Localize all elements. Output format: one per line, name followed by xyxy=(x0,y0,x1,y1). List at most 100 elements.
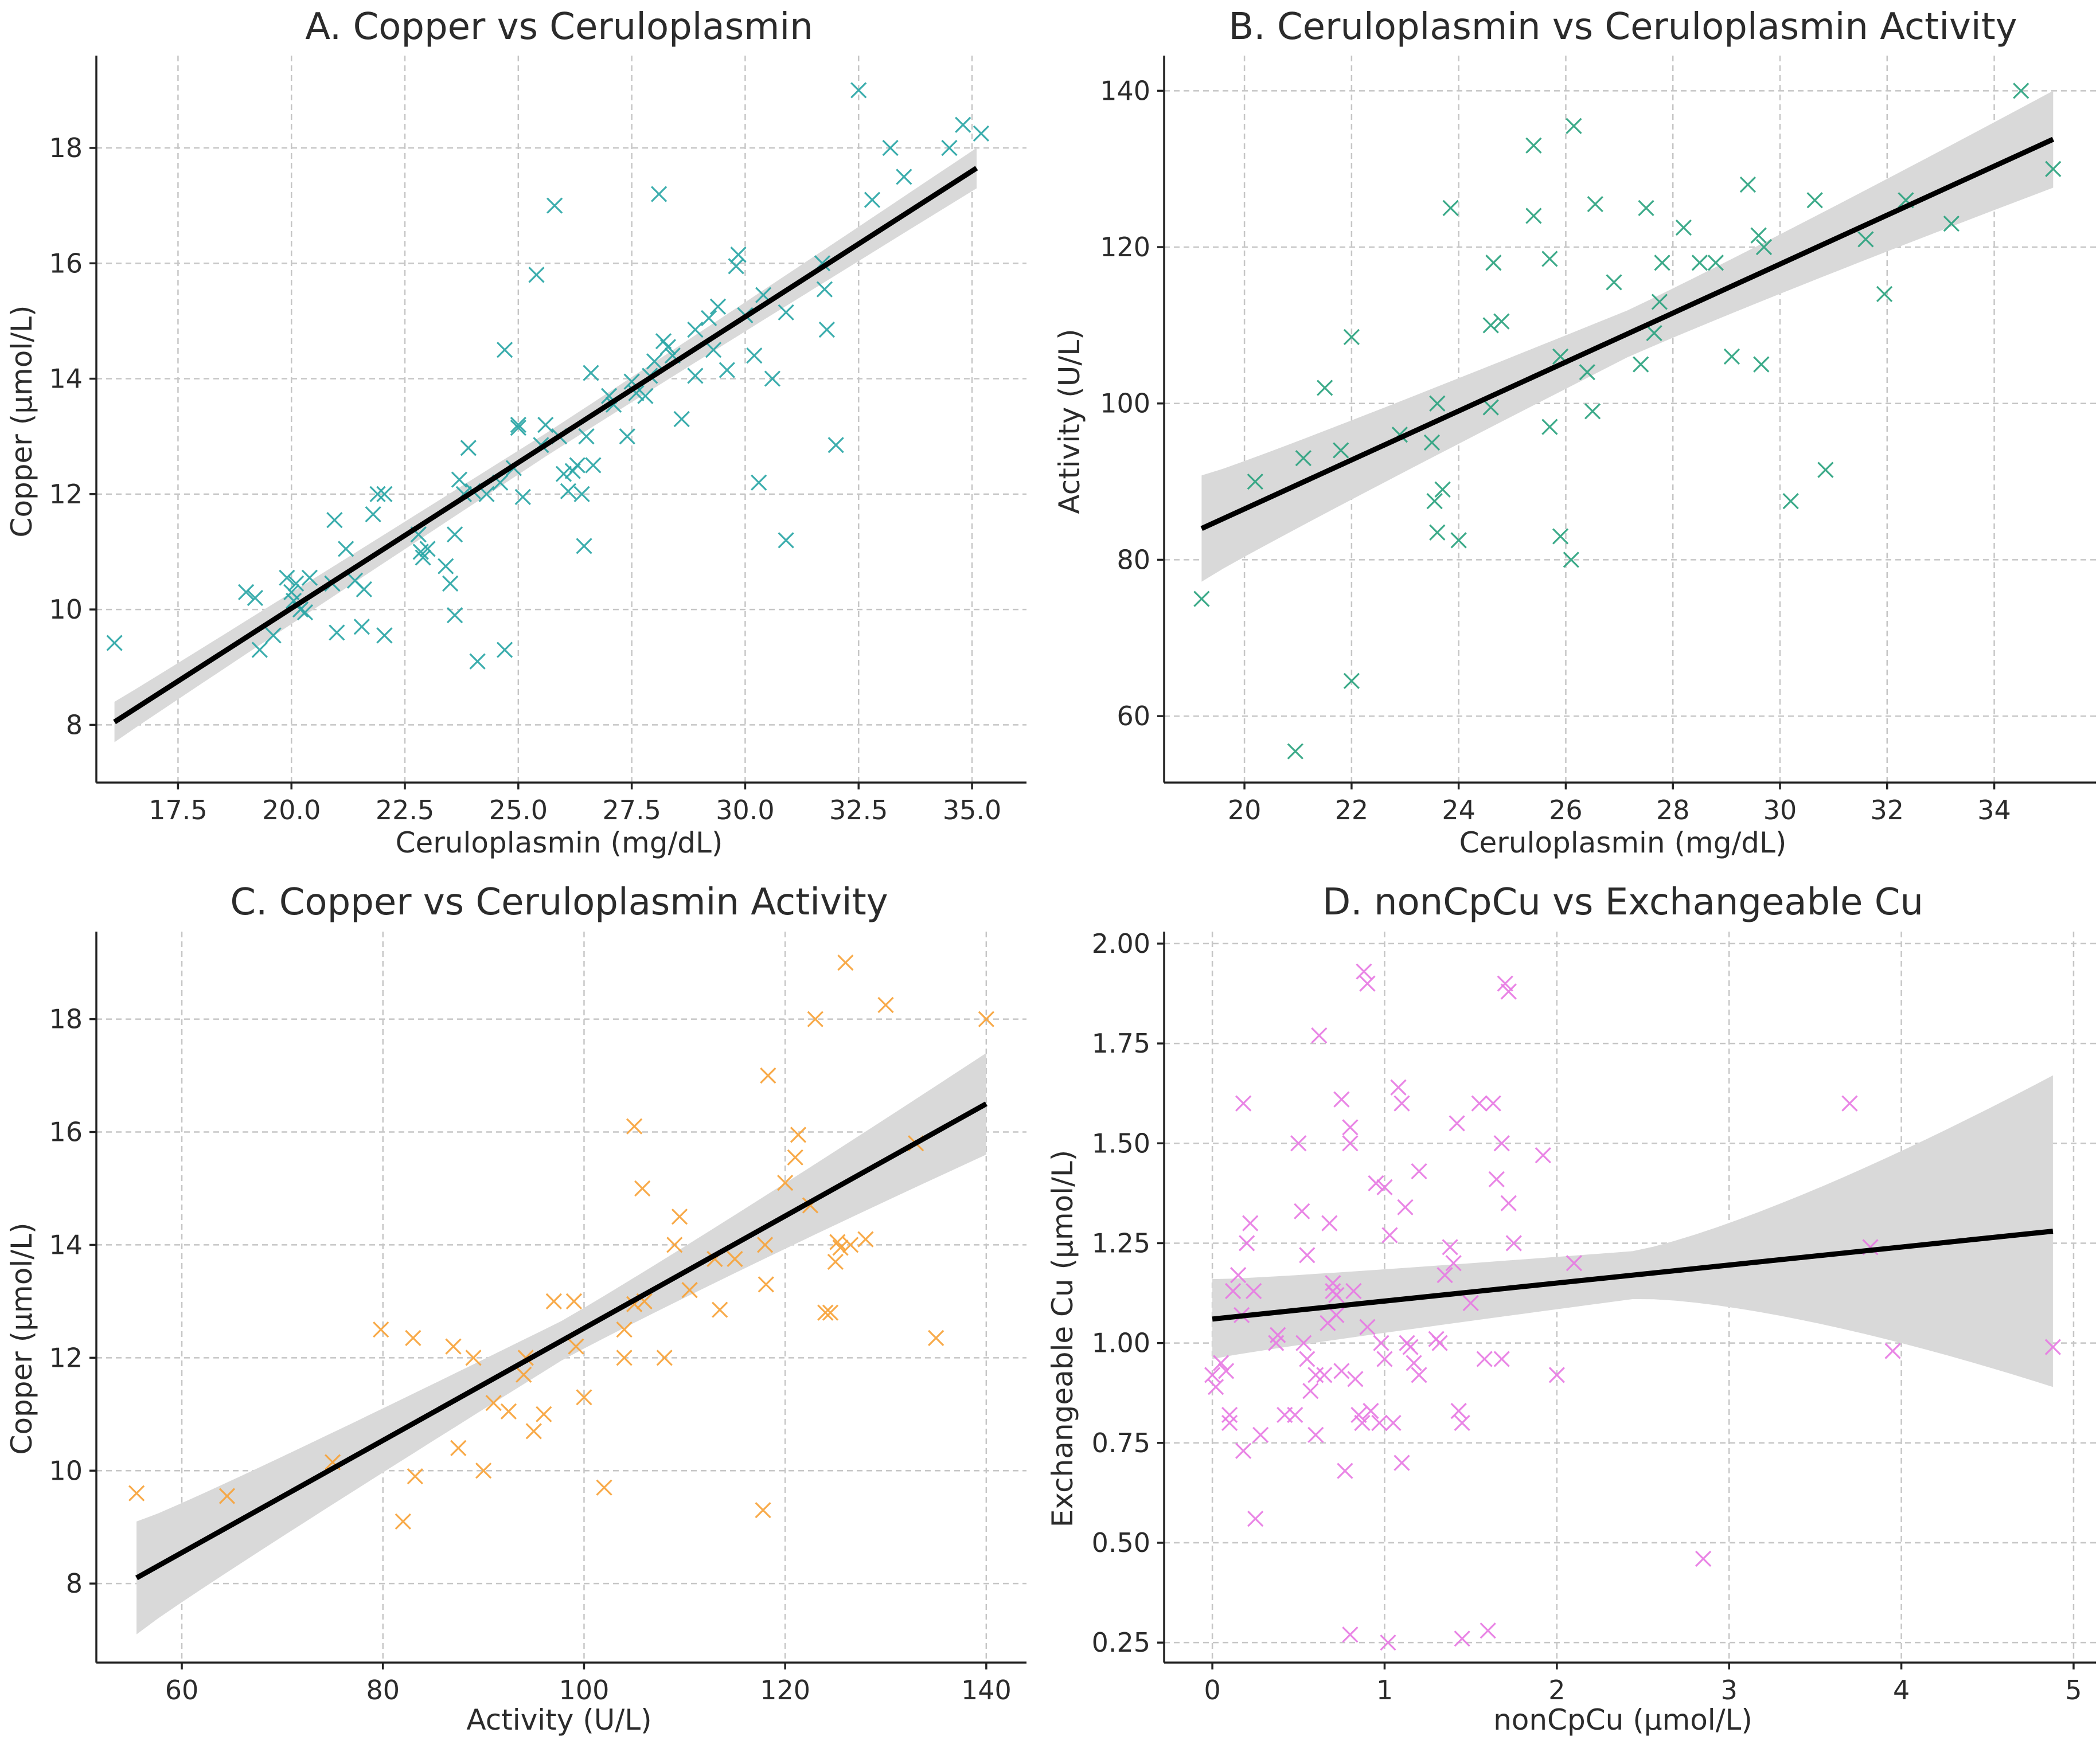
panel-c-ylabel: Copper (µmol/L) xyxy=(5,1223,38,1455)
panel-c-point-7 xyxy=(445,1338,462,1355)
panel-d-point-26 xyxy=(1307,1367,1324,1383)
panel-d-point-66 xyxy=(1411,1163,1427,1180)
panel-d-confidence-band xyxy=(1212,1075,2053,1387)
panel-d-point-45 xyxy=(1354,1414,1371,1432)
panel-a-point-66 xyxy=(650,186,668,202)
panel-d-point-64 xyxy=(1406,1355,1422,1371)
panel-a: A. Copper vs Ceruloplasmin Ceruloplasmin… xyxy=(5,6,1026,859)
panel-d-point-2 xyxy=(1212,1355,1229,1371)
panel-d-ytick-label-0: 0.25 xyxy=(1092,1627,1150,1658)
panel-c-ytick-label-4: 16 xyxy=(49,1117,83,1148)
panel-d-point-89 xyxy=(1548,1367,1565,1383)
panel-b: B. Ceruloplasmin vs Ceruloplasmin Activi… xyxy=(1053,6,2096,859)
panel-a-point-25 xyxy=(415,549,431,566)
panel-c-point-46 xyxy=(827,1253,844,1270)
panel-b-ytick-label-2: 100 xyxy=(1100,388,1150,419)
panel-d-point-84 xyxy=(1500,983,1517,1000)
panel-a-point-31 xyxy=(451,471,468,488)
panel-c: C. Copper vs Ceruloplasmin Activity Acti… xyxy=(5,881,1026,1737)
panel-b-point-53 xyxy=(2045,161,2062,177)
panel-a-point-41 xyxy=(510,419,526,436)
panel-b-point-1 xyxy=(1247,473,1263,490)
panel-c-point-33 xyxy=(712,1301,728,1318)
panel-a-point-91 xyxy=(864,191,881,208)
panel-c-ytick-label-5: 18 xyxy=(49,1004,83,1035)
panel-d-xlabel: nonCpCu (µmol/L) xyxy=(1493,1703,1752,1737)
panel-d-ytick-label-7: 2.00 xyxy=(1092,928,1150,959)
panel-d-point-51 xyxy=(1371,1414,1388,1432)
panel-b-point-10 xyxy=(1426,493,1443,510)
panel-b-point-37 xyxy=(1675,219,1692,236)
panel-a-point-52 xyxy=(569,457,585,474)
panel-d-ytick-label-2: 0.75 xyxy=(1092,1428,1150,1458)
panel-a-xtick-label-0: 17.5 xyxy=(149,795,207,826)
panel-d-point-43 xyxy=(1347,1371,1364,1387)
panel-b-point-49 xyxy=(1876,286,1893,302)
panel-b-point-19 xyxy=(1493,313,1510,330)
panel-d-point-95 xyxy=(2044,1339,2062,1355)
panel-b-regression-line xyxy=(1200,136,2055,531)
panel-a-point-84 xyxy=(778,532,794,549)
panel-d-point-35 xyxy=(1328,1307,1345,1323)
panel-d-point-72 xyxy=(1449,1115,1465,1132)
panel-b-point-6 xyxy=(1343,329,1360,345)
panel-c-point-45 xyxy=(822,1304,839,1321)
panel-b-point-23 xyxy=(1541,419,1558,435)
panel-b-xtick-label-2: 24 xyxy=(1442,795,1476,826)
panel-d-point-22 xyxy=(1295,1335,1312,1351)
panel-d-point-44 xyxy=(1350,1406,1367,1424)
panel-c-point-13 xyxy=(516,1366,532,1383)
panel-c-point-3 xyxy=(373,1321,389,1338)
panel-a-point-35 xyxy=(469,653,486,670)
panel-d-point-7 xyxy=(1230,1267,1247,1284)
panel-d-point-41 xyxy=(1342,1626,1359,1643)
panel-d-point-76 xyxy=(1462,1295,1479,1312)
panel-c-point-44 xyxy=(817,1304,834,1321)
panel-c-point-35 xyxy=(755,1502,771,1519)
panel-d-point-10 xyxy=(1235,1095,1252,1112)
panel-b-point-22 xyxy=(1541,251,1558,267)
panel-c-points xyxy=(128,955,994,1530)
panel-a-point-65 xyxy=(646,353,663,370)
panel-b-point-12 xyxy=(1429,524,1446,541)
panel-a-point-39 xyxy=(496,642,513,658)
panel-a-point-11 xyxy=(301,569,318,586)
panel-a-point-54 xyxy=(576,538,592,554)
panel-a-point-10 xyxy=(296,604,314,621)
panel-c-ytick-label-3: 14 xyxy=(49,1229,83,1260)
panel-d-point-70 xyxy=(1442,1239,1458,1256)
panel-a-point-93 xyxy=(896,169,912,185)
panel-d-point-87 xyxy=(1493,1351,1510,1367)
panel-c-point-4 xyxy=(395,1513,411,1530)
panel-c-point-40 xyxy=(787,1149,803,1166)
panel-a-point-90 xyxy=(850,82,867,99)
panel-c-point-55 xyxy=(978,1011,994,1027)
panel-b-point-47 xyxy=(1817,462,1834,478)
panel-d-point-91 xyxy=(1695,1550,1712,1567)
panel-a-point-87 xyxy=(816,281,833,298)
panel-c-point-41 xyxy=(790,1127,807,1143)
panel-d-point-46 xyxy=(1356,963,1372,980)
panel-b-point-20 xyxy=(1525,137,1542,154)
panel-d-point-49 xyxy=(1363,1402,1379,1419)
panel-a-xtick-label-2: 22.5 xyxy=(376,795,434,826)
panel-d-xtick-label-3: 3 xyxy=(1721,1675,1738,1706)
panel-a-point-5 xyxy=(279,569,295,586)
panel-b-ylabel: Activity (U/L) xyxy=(1053,329,1086,514)
panel-d-point-85 xyxy=(1500,1195,1517,1211)
panel-b-point-42 xyxy=(1750,227,1767,244)
panel-a-point-94 xyxy=(941,139,958,157)
panel-d-point-34 xyxy=(1328,1286,1345,1304)
panel-b-point-43 xyxy=(1753,356,1770,373)
panel-c-point-11 xyxy=(485,1394,502,1411)
panel-a-ytick-label-1: 10 xyxy=(49,594,83,625)
panel-c-point-16 xyxy=(536,1406,552,1422)
panel-d-point-42 xyxy=(1345,1282,1362,1300)
panel-c-point-12 xyxy=(500,1403,517,1420)
panel-d-point-20 xyxy=(1290,1135,1307,1152)
panel-d-point-80 xyxy=(1485,1095,1501,1112)
panel-c-point-29 xyxy=(666,1237,683,1253)
panel-b-point-29 xyxy=(1584,403,1601,420)
panel-b-xtick-label-1: 22 xyxy=(1335,795,1369,826)
panel-a-xtick-label-3: 25.0 xyxy=(489,795,548,826)
